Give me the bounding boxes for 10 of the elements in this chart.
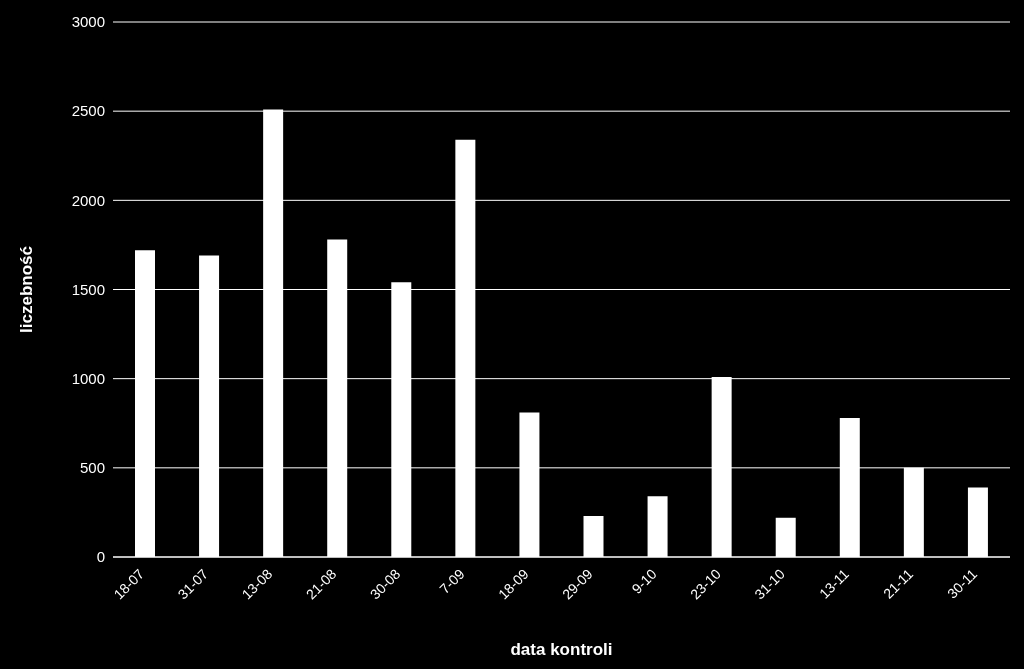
- x-tick-label: 7-09: [436, 565, 468, 597]
- y-tick-label: 1500: [71, 280, 105, 298]
- y-tick-label: 1000: [71, 369, 105, 387]
- y-axis-title: liczebność: [17, 246, 37, 333]
- y-tick-label: 2500: [71, 102, 105, 120]
- y-tick-label: 3000: [71, 13, 105, 31]
- y-tick-label: 500: [79, 459, 105, 477]
- y-tick-label: 0: [96, 548, 105, 566]
- x-axis-title: data kontroli: [510, 640, 613, 659]
- y-tick-label: 2000: [71, 191, 105, 209]
